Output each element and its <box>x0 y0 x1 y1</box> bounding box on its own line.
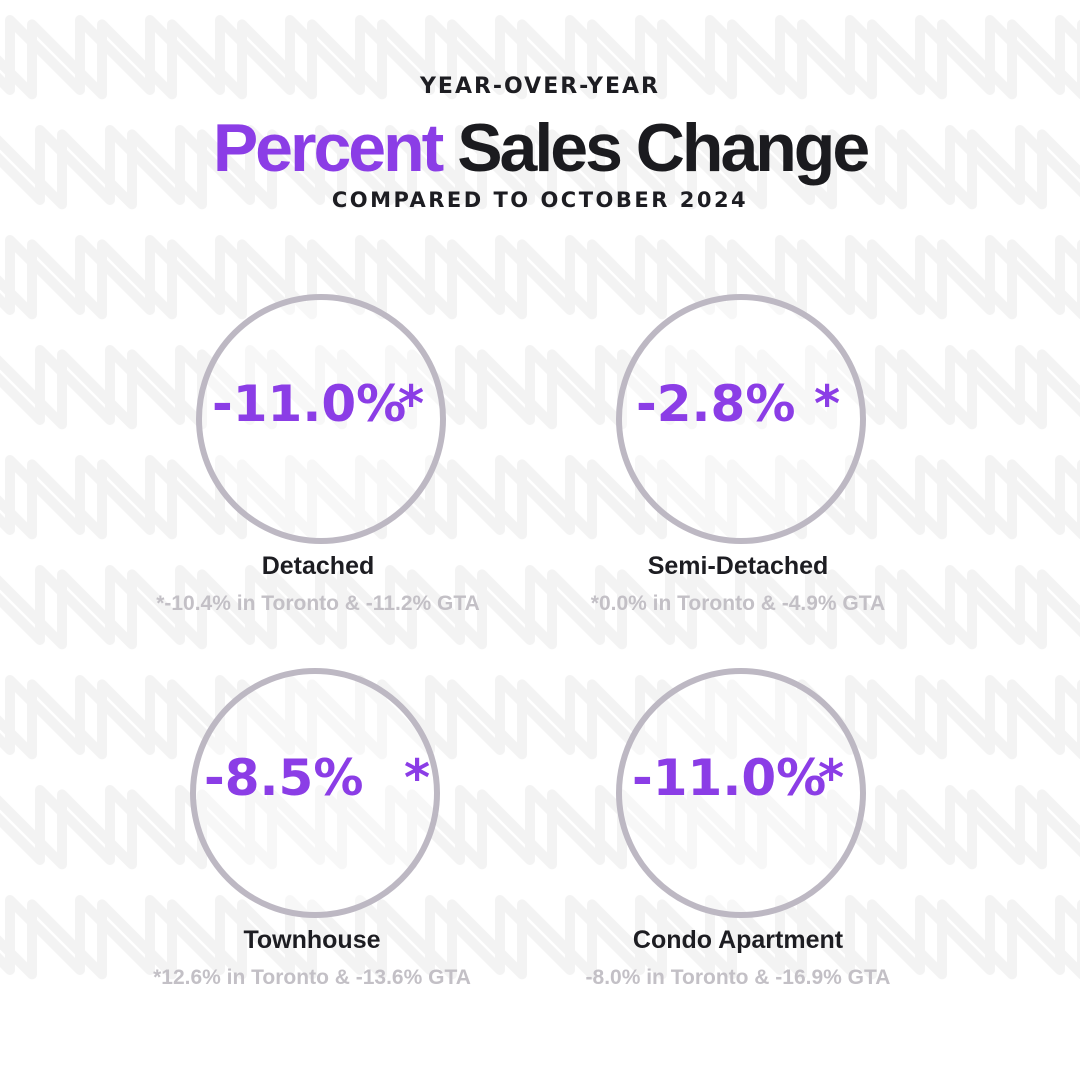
background-wave <box>0 239 1080 320</box>
region-breakdown-note: *12.6% in Toronto & -13.6% GTA <box>153 966 471 989</box>
region-breakdown-note: -8.0% in Toronto & -16.9% GTA <box>585 966 891 989</box>
stat-ring <box>196 294 446 544</box>
footnote-marker: * <box>404 749 431 807</box>
background-wave <box>0 15 1080 95</box>
background-wave <box>0 569 1080 650</box>
page-title: Percent Sales Change <box>0 108 1080 188</box>
title-accent: Percent <box>212 110 444 186</box>
subtitle: COMPARED TO OCTOBER 2024 <box>331 188 749 212</box>
background-wave <box>0 899 1080 980</box>
card-townhouse: -8.5% * Townhouse *12.6% in Toronto & -1… <box>102 668 522 1008</box>
eyebrow-text: YEAR-OVER-YEAR <box>420 74 660 99</box>
background-wave <box>0 349 1080 430</box>
stat-value: -8.5% <box>204 749 364 807</box>
region-breakdown-note: *0.0% in Toronto & -4.9% GTA <box>590 592 886 615</box>
property-type-label: Townhouse <box>243 926 381 954</box>
stat-ring <box>616 668 866 918</box>
stat-value: -11.0% <box>632 749 827 807</box>
card-semi-detached: -2.8% * Semi-Detached *0.0% in Toronto &… <box>528 294 948 634</box>
background-wave <box>0 679 1080 760</box>
property-type-label: Condo Apartment <box>632 926 844 954</box>
property-type-label: Detached <box>261 552 375 580</box>
background-wave <box>0 459 1080 540</box>
footnote-marker: * <box>398 375 425 433</box>
background-wave <box>0 895 1080 975</box>
background-wave <box>0 125 1080 205</box>
background-wave <box>0 345 1080 425</box>
footnote-marker: * <box>814 375 841 433</box>
background-wave <box>0 565 1080 645</box>
card-detached: -11.0% * Detached *-10.4% in Toronto & -… <box>108 294 528 634</box>
stat-ring <box>190 668 440 918</box>
background-wave <box>0 455 1080 535</box>
stat-value: -2.8% <box>636 375 796 433</box>
footnote-marker: * <box>818 749 845 807</box>
card-condo-apartment: -11.0% * Condo Apartment -8.0% in Toront… <box>528 668 948 1008</box>
background-wave <box>0 235 1080 315</box>
stat-ring <box>616 294 866 544</box>
background-wave <box>0 675 1080 755</box>
title-rest: Sales Change <box>457 110 870 186</box>
region-breakdown-note: *-10.4% in Toronto & -11.2% GTA <box>156 592 480 615</box>
property-type-label: Semi-Detached <box>647 552 829 580</box>
stat-value: -11.0% <box>212 375 407 433</box>
background-wave <box>0 785 1080 865</box>
background-wave <box>0 129 1080 210</box>
background-wave <box>0 19 1080 100</box>
background-wave <box>0 789 1080 870</box>
